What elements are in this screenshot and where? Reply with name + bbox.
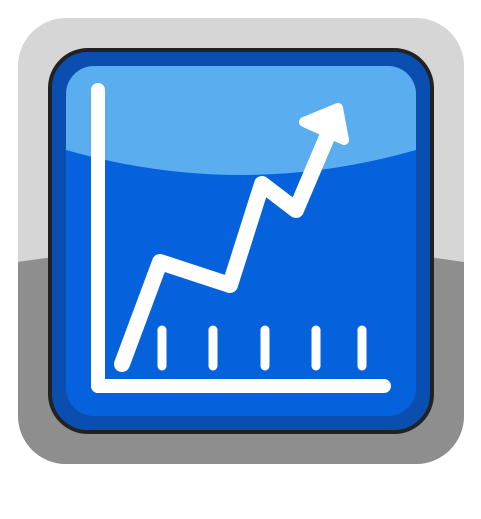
trend-arrowhead — [299, 103, 349, 145]
x-axis-ticks — [157, 325, 367, 371]
chart-axes — [91, 83, 391, 393]
gloss-highlight — [66, 66, 416, 175]
gloss-shape — [66, 66, 416, 175]
trend-line — [114, 122, 338, 372]
